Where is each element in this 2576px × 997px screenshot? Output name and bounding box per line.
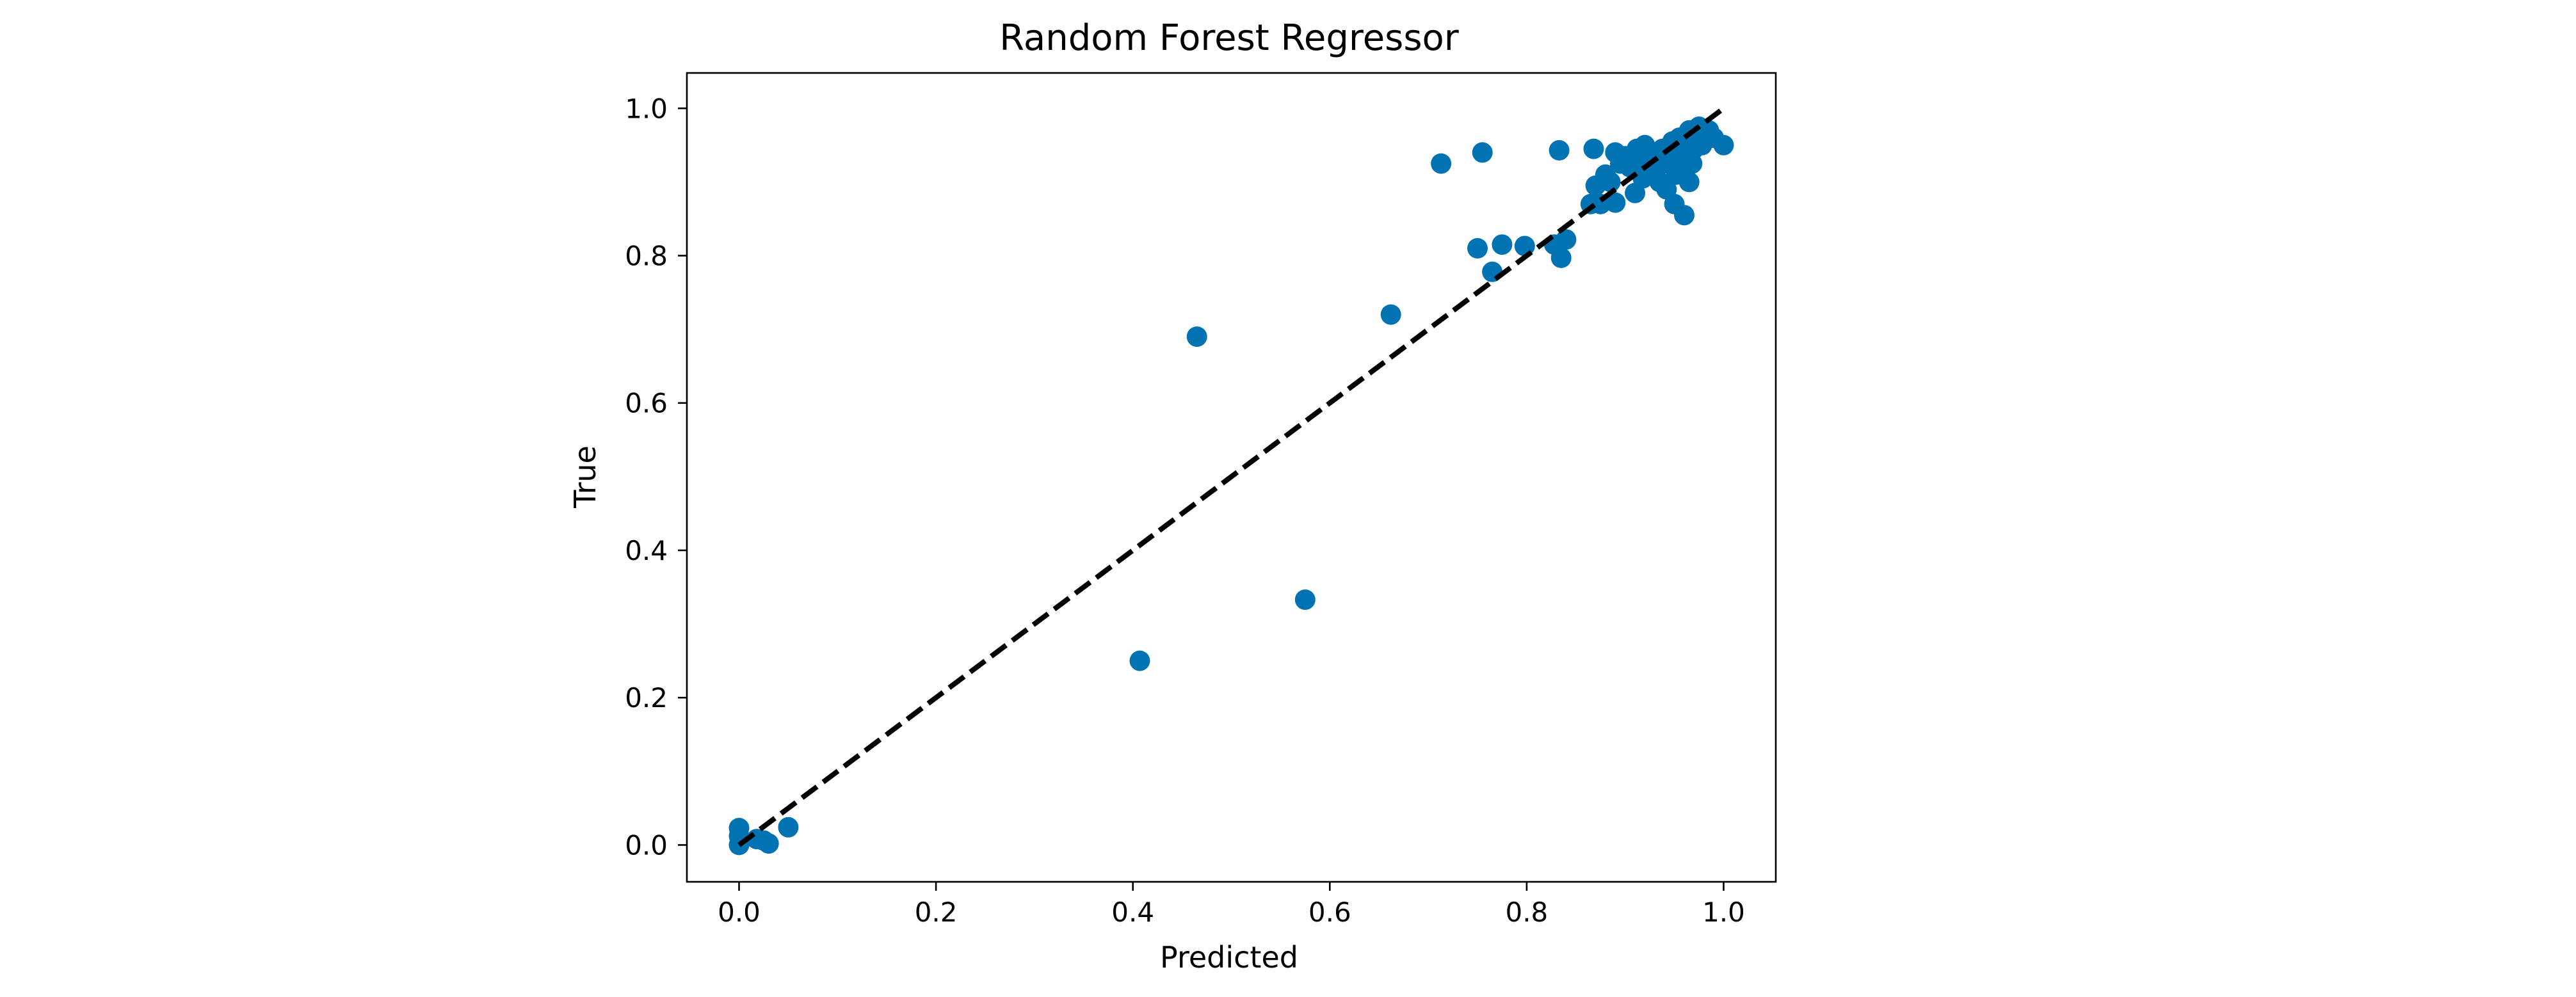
y-tick-label: 0.8	[625, 240, 668, 271]
data-point	[1472, 142, 1493, 163]
data-point	[1186, 326, 1207, 347]
data-point	[1467, 238, 1488, 259]
x-tick-label: 0.0	[718, 897, 761, 928]
y-tick-label: 0.2	[625, 682, 668, 714]
x-tick-label: 1.0	[1702, 897, 1745, 928]
data-point	[1713, 134, 1734, 156]
data-point	[1556, 229, 1577, 250]
data-point	[1600, 171, 1621, 193]
reference-line	[737, 106, 1725, 847]
x-tick-label: 0.8	[1505, 897, 1548, 928]
data-point	[1605, 192, 1626, 213]
x-axis-ticks: 0.0 0.2 0.4 0.6 0.8 1.0	[718, 882, 1745, 928]
y-tick-label: 0.0	[625, 829, 668, 861]
chart-title: Random Forest Regressor	[999, 17, 1460, 59]
data-point	[1129, 650, 1150, 671]
x-tick-label: 0.4	[1111, 897, 1154, 928]
x-tick-label: 0.2	[915, 897, 958, 928]
data-point	[778, 817, 799, 838]
data-point	[758, 833, 779, 854]
x-tick-label: 0.6	[1308, 897, 1351, 928]
data-point	[1674, 205, 1695, 226]
y-axis-label: True	[568, 445, 602, 509]
data-point	[1294, 589, 1316, 610]
y-tick-label: 0.4	[625, 535, 668, 566]
data-point	[1678, 171, 1700, 193]
axes-frame	[686, 72, 1777, 883]
data-point	[1549, 140, 1570, 161]
data-point	[1583, 138, 1604, 159]
scatter-points	[729, 116, 1734, 856]
y-tick-label: 0.6	[625, 388, 668, 419]
data-point	[1380, 304, 1401, 325]
data-point	[1492, 234, 1513, 255]
x-axis-label: Predicted	[1160, 940, 1298, 975]
data-point	[1431, 153, 1452, 174]
data-point	[1550, 247, 1572, 268]
plot-area	[729, 106, 1734, 856]
y-tick-label: 1.0	[625, 93, 668, 124]
y-axis-ticks: 0.0 0.2 0.4 0.6 0.8 1.0	[625, 93, 687, 861]
